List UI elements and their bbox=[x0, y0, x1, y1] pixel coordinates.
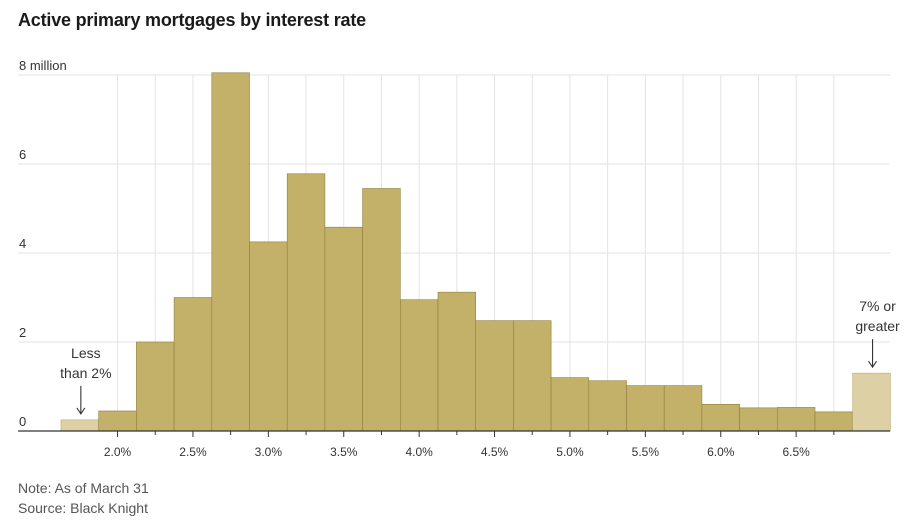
bar bbox=[399, 299, 439, 432]
bar bbox=[475, 320, 514, 432]
annotation-arrow-head bbox=[76, 407, 86, 415]
y-tick-label: 0 bbox=[19, 414, 26, 429]
annotation-text: greater bbox=[855, 318, 900, 334]
bar bbox=[60, 419, 100, 432]
x-tick-label: 3.0% bbox=[255, 445, 283, 459]
annotation-text: 7% or bbox=[859, 298, 896, 314]
bars bbox=[60, 72, 891, 432]
bar bbox=[588, 380, 627, 432]
annotation-text: than 2% bbox=[60, 365, 111, 381]
bar bbox=[814, 411, 854, 432]
bar bbox=[663, 385, 703, 432]
chart-title: Active primary mortgages by interest rat… bbox=[18, 10, 366, 30]
x-tick-label: 6.5% bbox=[782, 445, 810, 459]
bar bbox=[626, 385, 665, 432]
x-tick-label: 2.5% bbox=[179, 445, 207, 459]
x-tick-label: 6.0% bbox=[707, 445, 735, 459]
annotations: Less than 2% 7% or greater bbox=[60, 298, 900, 415]
y-tick-label: 2 bbox=[19, 325, 26, 340]
chart-note: Note: As of March 31 bbox=[18, 480, 149, 496]
bar bbox=[286, 173, 326, 432]
x-tick-label: 3.5% bbox=[330, 445, 358, 459]
bar bbox=[437, 291, 477, 432]
histogram-chart: 0 2 4 6 8 million 2.0% 2.5% 3.0% 3.5% 4.0% 4.5% 5.0… bbox=[18, 58, 900, 459]
bar bbox=[324, 226, 363, 432]
bar bbox=[98, 410, 137, 432]
annotation-text: Less bbox=[71, 345, 101, 361]
bar bbox=[852, 372, 891, 432]
y-tick-label: 6 bbox=[19, 147, 26, 162]
bar bbox=[249, 241, 288, 432]
x-tick-label: 2.0% bbox=[104, 445, 132, 459]
bar bbox=[173, 297, 213, 432]
x-tick-label: 5.5% bbox=[632, 445, 660, 459]
bar bbox=[211, 72, 250, 432]
x-tick-label: 5.0% bbox=[556, 445, 584, 459]
y-tick-label: 8 million bbox=[19, 58, 67, 73]
bar bbox=[362, 188, 401, 432]
bar bbox=[701, 403, 740, 432]
x-tick-label: 4.5% bbox=[481, 445, 509, 459]
y-tick-label: 4 bbox=[19, 236, 26, 251]
bar bbox=[739, 407, 778, 432]
bar bbox=[513, 320, 552, 432]
axes: 0 2 4 6 8 million 2.0% 2.5% 3.0% 3.5% 4.0% 4.5% 5.0… bbox=[18, 58, 890, 459]
annotation-arrow-head bbox=[868, 360, 878, 369]
bar bbox=[776, 407, 816, 432]
chart-source: Source: Black Knight bbox=[18, 500, 148, 516]
bar bbox=[136, 341, 175, 432]
bar bbox=[550, 377, 590, 432]
x-tick-label: 4.0% bbox=[405, 445, 433, 459]
